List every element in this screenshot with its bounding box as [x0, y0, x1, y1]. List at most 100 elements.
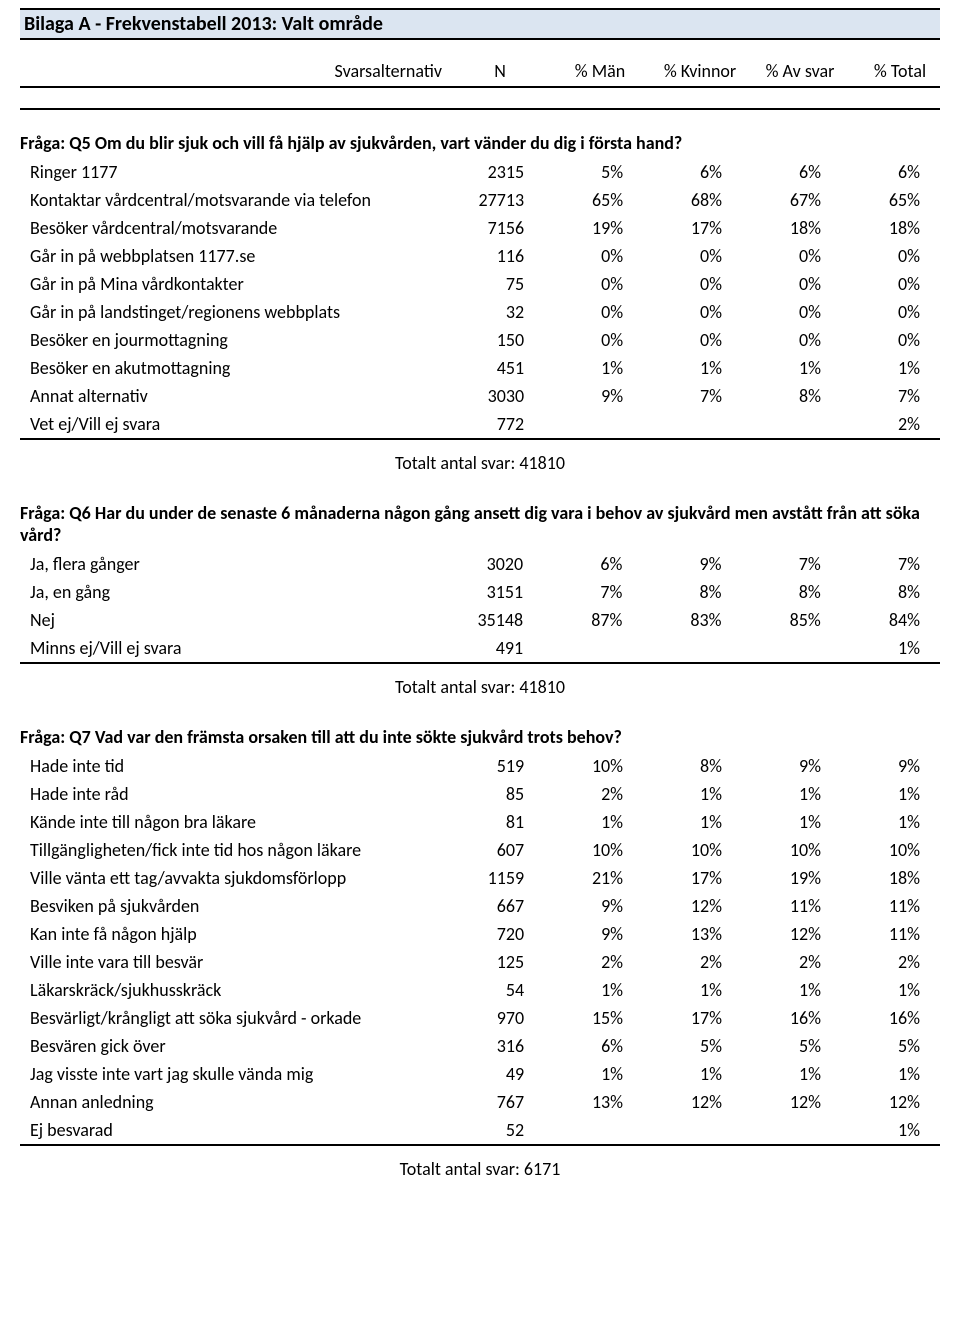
row-label: Annan anledning	[20, 1088, 445, 1116]
col-svarsalternativ: Svarsalternativ	[20, 60, 450, 82]
row-label: Besviken på sjukvården	[20, 892, 445, 920]
row-kvinnor	[642, 634, 741, 663]
row-n: 316	[445, 1032, 544, 1060]
table-row: Går in på Mina vårdkontakter750%0%0%0%	[20, 270, 940, 298]
row-label: Besvären gick över	[20, 1032, 445, 1060]
row-kvinnor: 2%	[643, 948, 742, 976]
row-total: 1%	[841, 1116, 940, 1145]
row-total: 2%	[841, 948, 940, 976]
row-kvinnor: 83%	[642, 606, 741, 634]
row-avsvar: 6%	[742, 158, 841, 186]
table-row: Ville vänta ett tag/avvakta sjukdomsförl…	[20, 864, 940, 892]
row-total: 0%	[841, 326, 940, 354]
row-avsvar: 2%	[742, 948, 841, 976]
table-q6: Ja, flera gånger30206%9%7%7%Ja, en gång3…	[20, 550, 940, 664]
row-man: 0%	[544, 298, 643, 326]
row-avsvar: 0%	[742, 242, 841, 270]
row-avsvar: 5%	[742, 1032, 841, 1060]
row-label: Ej besvarad	[20, 1116, 445, 1145]
row-avsvar	[742, 1116, 841, 1145]
row-n: 49	[445, 1060, 544, 1088]
row-n: 667	[445, 892, 544, 920]
table-row: Tillgängligheten/fick inte tid hos någon…	[20, 836, 940, 864]
col-n: N	[450, 60, 550, 82]
table-row: Besvären gick över3166%5%5%5%	[20, 1032, 940, 1060]
table-row: Ja, flera gånger30206%9%7%7%	[20, 550, 940, 578]
row-avsvar: 8%	[742, 382, 841, 410]
row-label: Går in på Mina vårdkontakter	[20, 270, 445, 298]
row-man: 0%	[544, 326, 643, 354]
row-man: 1%	[544, 1060, 643, 1088]
row-n: 519	[445, 752, 544, 780]
row-label: Besöker vårdcentral/motsvarande	[20, 214, 445, 242]
table-row: Ja, en gång31517%8%8%8%	[20, 578, 940, 606]
col-man: % Män	[550, 60, 650, 82]
table-row: Besöker vårdcentral/motsvarande715619%17…	[20, 214, 940, 242]
row-total: 2%	[841, 410, 940, 439]
row-n: 3020	[444, 550, 543, 578]
row-man	[543, 634, 642, 663]
row-total: 6%	[841, 158, 940, 186]
col-avsvar: % Av svar	[750, 60, 850, 82]
row-avsvar: 0%	[742, 270, 841, 298]
row-n: 720	[445, 920, 544, 948]
row-n: 3151	[444, 578, 543, 606]
row-label: Minns ej/Vill ej svara	[20, 634, 444, 663]
row-total: 1%	[841, 976, 940, 1004]
row-man: 1%	[544, 354, 643, 382]
row-label: Ville inte vara till besvär	[20, 948, 445, 976]
row-kvinnor: 9%	[642, 550, 741, 578]
row-total: 5%	[841, 1032, 940, 1060]
row-avsvar	[742, 634, 841, 663]
row-total: 1%	[841, 634, 940, 663]
row-man: 1%	[544, 976, 643, 1004]
column-header-row: Svarsalternativ N % Män % Kvinnor % Av s…	[20, 40, 940, 88]
row-kvinnor	[643, 1116, 742, 1145]
row-total: 18%	[841, 214, 940, 242]
row-n: 767	[445, 1088, 544, 1116]
row-label: Hade inte tid	[20, 752, 445, 780]
total-q5: Totalt antal svar: 41810	[20, 440, 940, 480]
table-row: Läkarskräck/sjukhusskräck541%1%1%1%	[20, 976, 940, 1004]
row-kvinnor: 68%	[643, 186, 742, 214]
row-avsvar: 0%	[742, 298, 841, 326]
table-row: Går in på landstinget/regionens webbplat…	[20, 298, 940, 326]
row-n: 85	[445, 780, 544, 808]
page: Bilaga A - Frekvenstabell 2013: Valt omr…	[0, 0, 960, 1206]
row-man: 10%	[544, 752, 643, 780]
table-row: Annan anledning76713%12%12%12%	[20, 1088, 940, 1116]
question-q5: Fråga: Q5 Om du blir sjuk och vill få hj…	[20, 132, 940, 154]
row-total: 9%	[841, 752, 940, 780]
row-n: 607	[445, 836, 544, 864]
row-kvinnor: 0%	[643, 242, 742, 270]
row-kvinnor: 8%	[643, 752, 742, 780]
row-kvinnor	[643, 410, 742, 439]
row-label: Ville vänta ett tag/avvakta sjukdomsförl…	[20, 864, 445, 892]
row-label: Annat alternativ	[20, 382, 445, 410]
row-kvinnor: 0%	[643, 270, 742, 298]
row-man	[544, 1116, 643, 1145]
row-n: 2315	[445, 158, 544, 186]
row-kvinnor: 17%	[643, 1004, 742, 1032]
row-avsvar: 8%	[742, 578, 841, 606]
row-label: Jag visste inte vart jag skulle vända mi…	[20, 1060, 445, 1088]
total-q7: Totalt antal svar: 6171	[20, 1146, 940, 1186]
row-total: 11%	[841, 892, 940, 920]
row-total: 12%	[841, 1088, 940, 1116]
row-n: 150	[445, 326, 544, 354]
table-row: Hade inte tid51910%8%9%9%	[20, 752, 940, 780]
row-avsvar: 12%	[742, 920, 841, 948]
row-man: 87%	[543, 606, 642, 634]
row-n: 52	[445, 1116, 544, 1145]
row-man: 6%	[544, 1032, 643, 1060]
row-total: 18%	[841, 864, 940, 892]
row-n: 125	[445, 948, 544, 976]
table-q5: Ringer 117723155%6%6%6%Kontaktar vårdcen…	[20, 158, 940, 440]
row-avsvar: 11%	[742, 892, 841, 920]
row-total: 1%	[841, 808, 940, 836]
row-man: 21%	[544, 864, 643, 892]
row-total: 1%	[841, 780, 940, 808]
row-total: 7%	[841, 550, 940, 578]
page-title: Bilaga A - Frekvenstabell 2013: Valt omr…	[20, 8, 940, 40]
row-total: 16%	[841, 1004, 940, 1032]
